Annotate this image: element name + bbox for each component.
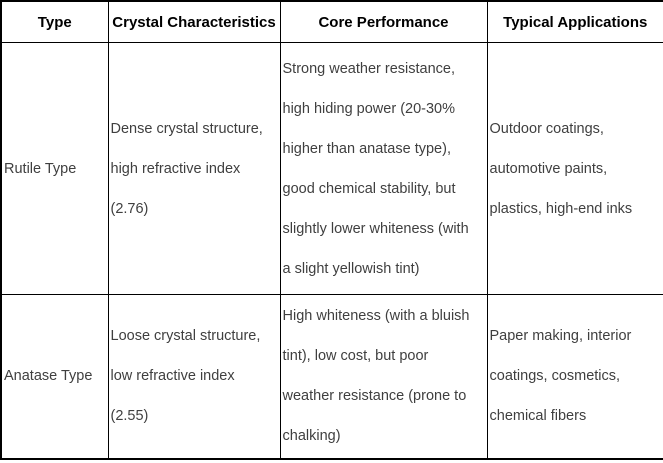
cell-line: Strong weather resistance,	[282, 60, 455, 77]
cell-anatase-type: Anatase Type	[0, 294, 109, 459]
cell-line: (2.55)	[110, 408, 149, 425]
cell-line: chalking)	[282, 428, 341, 445]
cell-rutile-performance: Strong weather resistance, high hiding p…	[279, 42, 488, 295]
cell-anatase-characteristics: Loose crystal structure, low refractive …	[107, 294, 281, 459]
cell-line: chemical fibers	[489, 408, 587, 425]
cell-line: automotive paints,	[489, 160, 608, 177]
table-row-rutile: Rutile Type Dense crystal structure, hig…	[0, 42, 663, 295]
cell-line: high hiding power (20-30%	[282, 100, 456, 117]
cell-line: high refractive index	[110, 160, 241, 177]
cell-line: Loose crystal structure,	[110, 328, 261, 345]
column-header-type: Type	[0, 0, 109, 43]
cell-anatase-applications: Paper making, interior coatings, cosmeti…	[486, 294, 663, 459]
cell-line: Dense crystal structure,	[110, 120, 263, 137]
cell-line: (2.76)	[110, 200, 149, 217]
cell-rutile-type: Rutile Type	[0, 42, 109, 295]
header-row: Type Crystal Characteristics Core Perfor…	[0, 0, 663, 43]
cell-line: slightly lower whiteness (with	[282, 220, 469, 237]
cell-line: higher than anatase type),	[282, 140, 451, 157]
cell-line: Paper making, interior	[489, 328, 632, 345]
cell-line: High whiteness (with a bluish	[282, 308, 470, 325]
cell-line: Anatase Type	[4, 368, 93, 385]
column-header-core-performance: Core Performance	[279, 0, 488, 43]
cell-line: tint), low cost, but poor	[282, 348, 429, 365]
cell-rutile-characteristics: Dense crystal structure, high refractive…	[107, 42, 281, 295]
cell-line: Rutile Type	[4, 160, 77, 177]
cell-line: a slight yellowish tint)	[282, 260, 420, 277]
cell-line: Outdoor coatings,	[489, 120, 604, 137]
cell-line: low refractive index	[110, 368, 235, 385]
table-row-anatase: Anatase Type Loose crystal structure, lo…	[0, 294, 663, 459]
cell-anatase-performance: High whiteness (with a bluish tint), low…	[279, 294, 488, 459]
cell-line: plastics, high-end inks	[489, 200, 633, 217]
cell-line: good chemical stability, but	[282, 180, 456, 197]
cell-line: coatings, cosmetics,	[489, 368, 621, 385]
cell-line: weather resistance (prone to	[282, 388, 467, 405]
column-header-typical-applications: Typical Applications	[486, 0, 663, 43]
cell-rutile-applications: Outdoor coatings, automotive paints, pla…	[486, 42, 663, 295]
column-header-crystal-characteristics: Crystal Characteristics	[107, 0, 281, 43]
